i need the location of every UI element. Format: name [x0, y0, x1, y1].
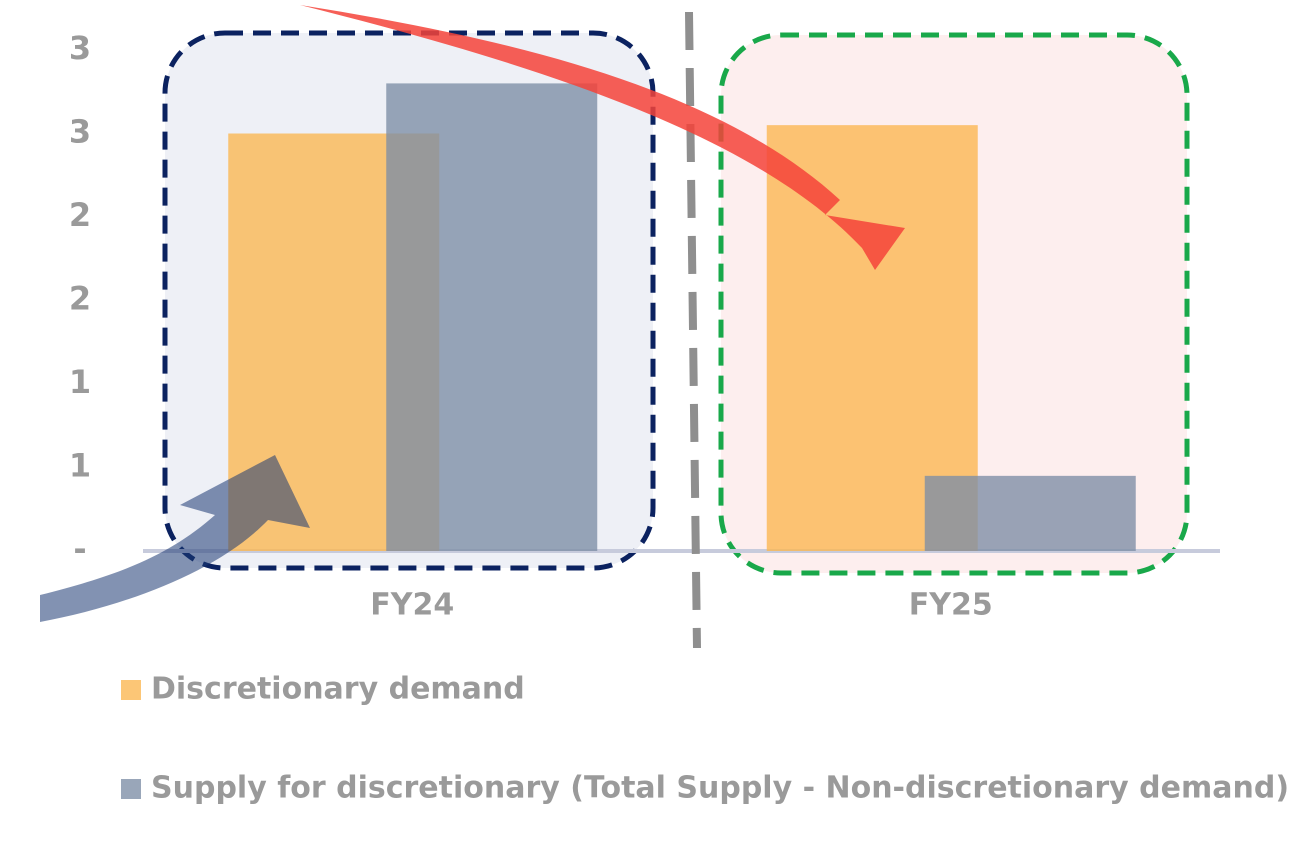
period-divider	[685, 11, 701, 649]
y-tick-label: 2	[69, 196, 91, 234]
bar	[924, 475, 1136, 551]
legend-label: Supply for discretionary (Total Supply -…	[151, 771, 1289, 806]
legend-label: Discretionary demand	[151, 672, 525, 707]
y-tick-label: 3	[69, 29, 91, 67]
blue-arrow	[40, 455, 310, 622]
bar	[386, 83, 598, 552]
y-tick-label: 3	[69, 113, 91, 151]
legend-swatch	[121, 779, 141, 799]
legend: Discretionary demand Supply for discretio…	[121, 672, 1289, 806]
legend-swatch	[121, 680, 141, 700]
y-tick-label: 1	[69, 447, 91, 485]
y-tick-label: -	[73, 530, 86, 568]
y-tick-label: 2	[69, 280, 91, 318]
x-tick-label: FY24	[370, 588, 454, 623]
y-tick-label: 1	[69, 363, 91, 401]
x-tick-label: FY25	[909, 588, 993, 623]
